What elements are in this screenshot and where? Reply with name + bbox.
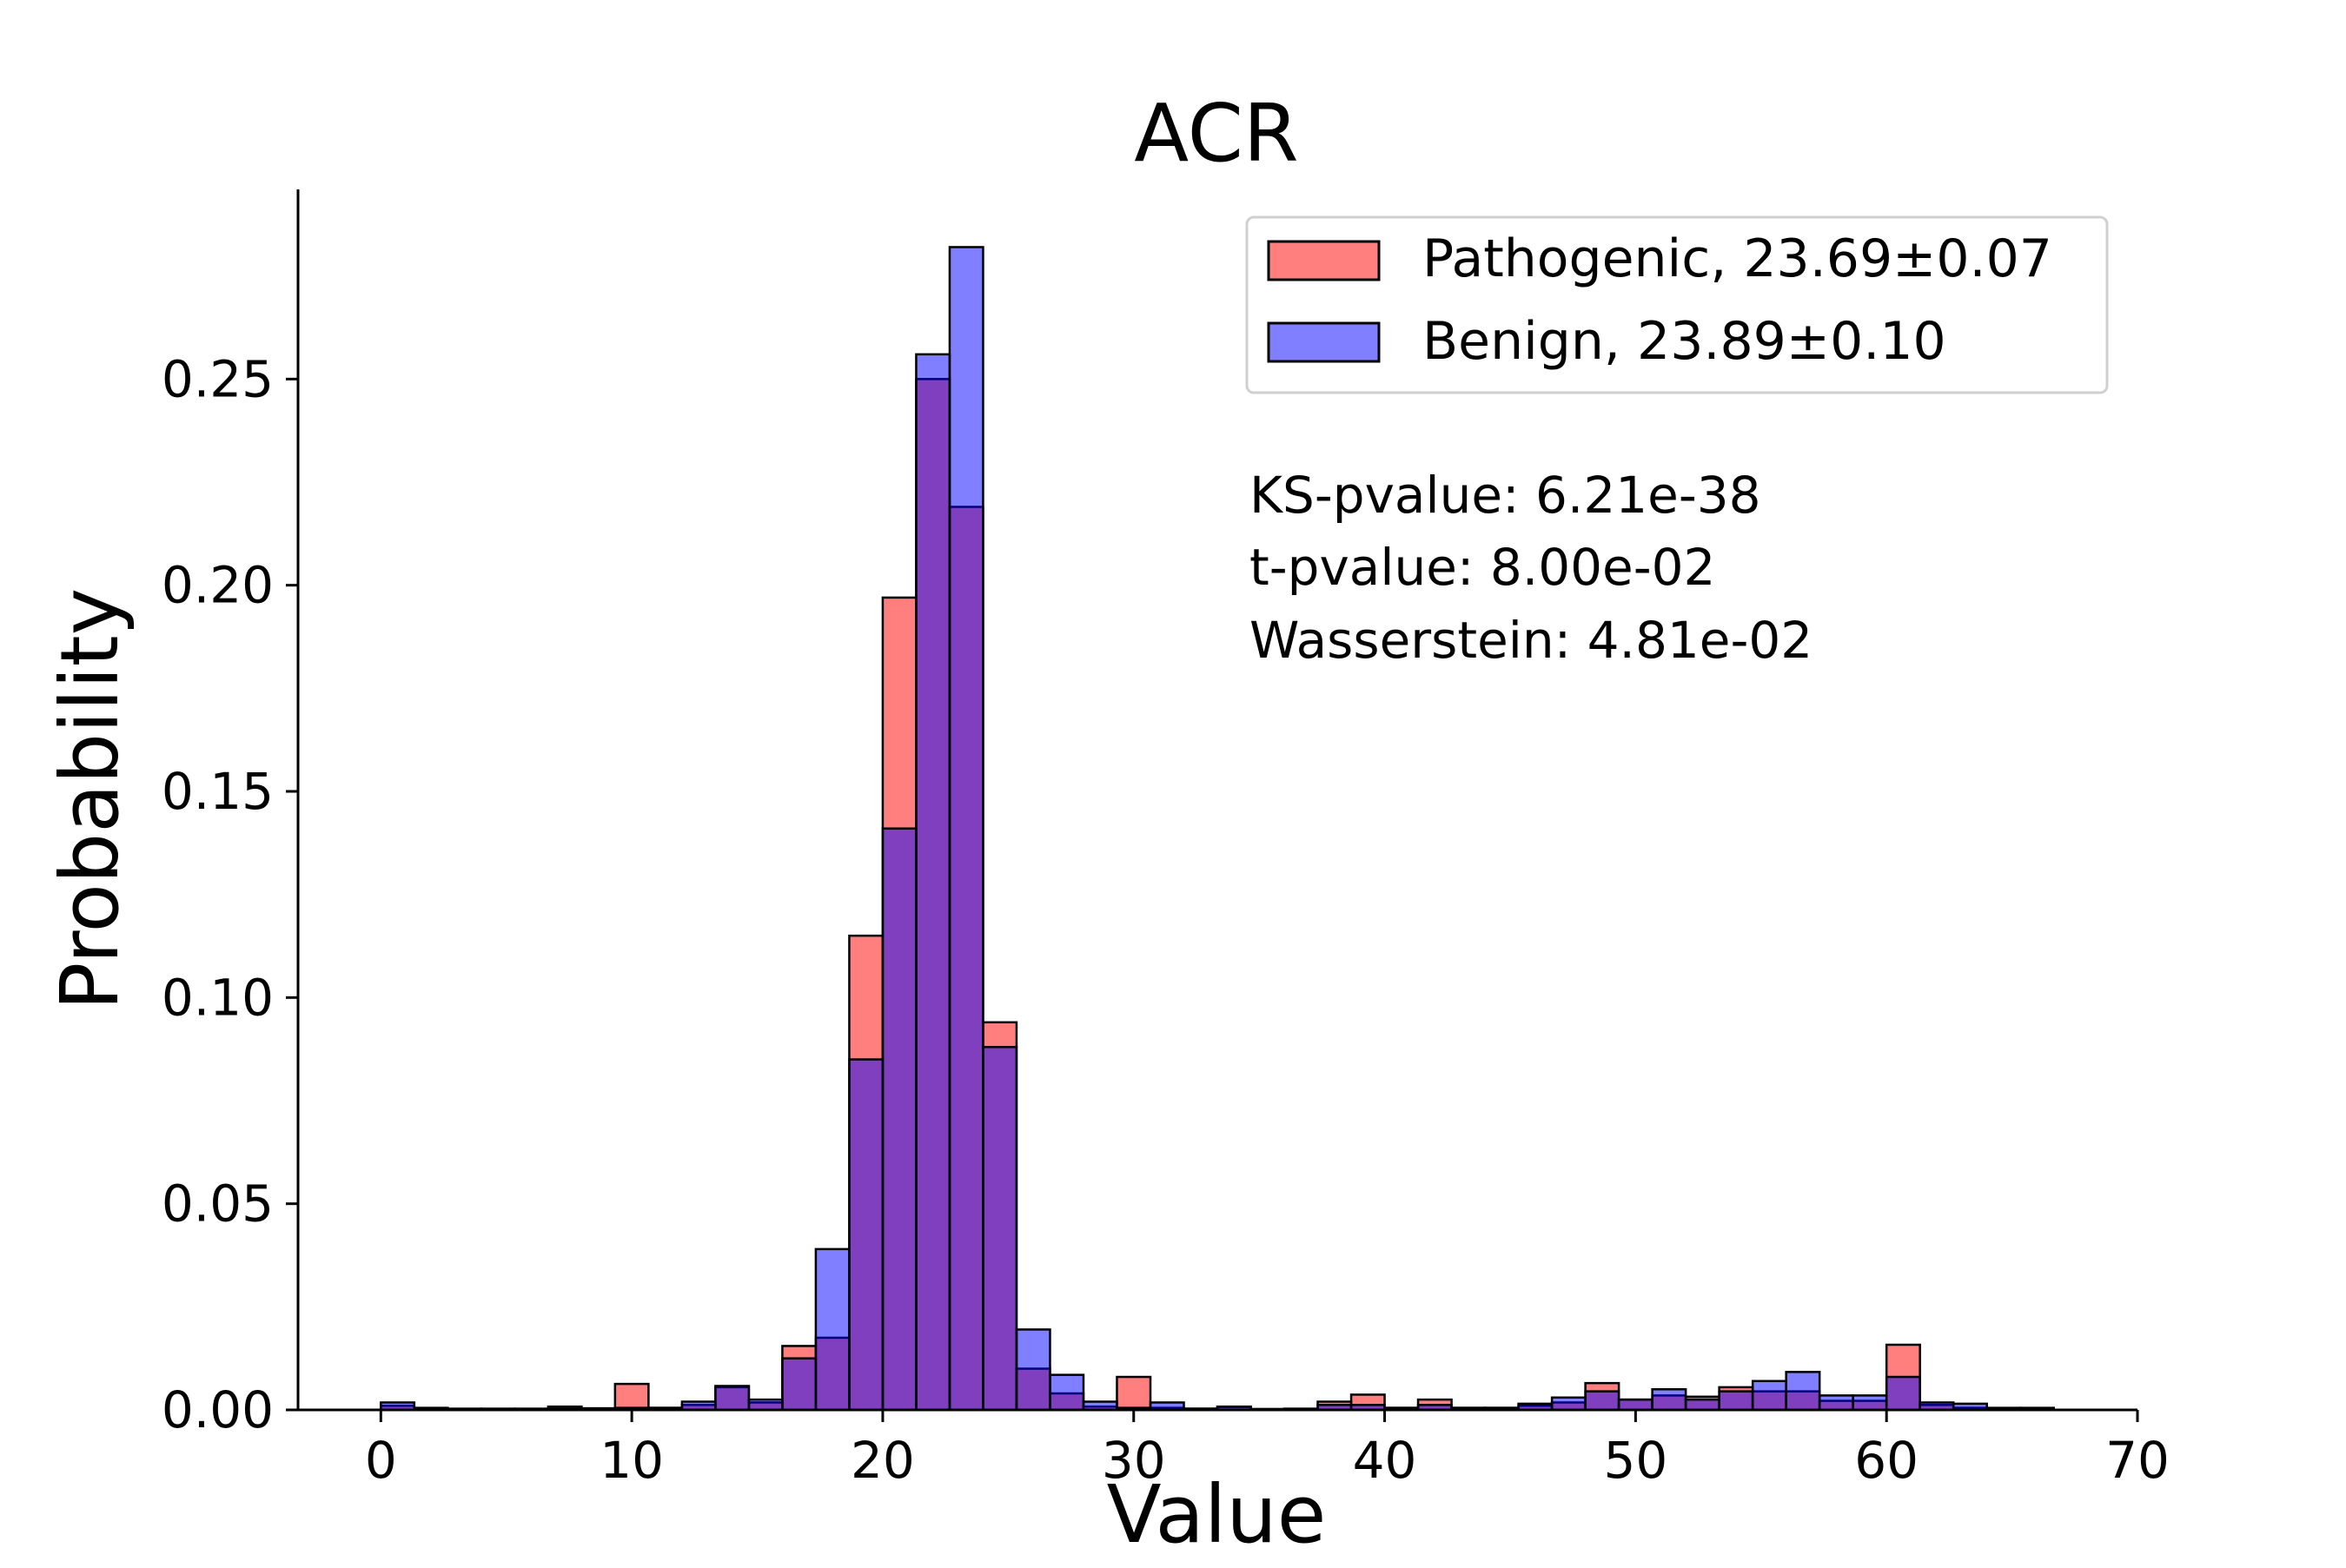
benign-bar	[1786, 1372, 1819, 1410]
x-tick-label: 0	[365, 1431, 397, 1490]
y-tick-label: 0.25	[162, 349, 274, 408]
annotation-wasserstein: Wasserstein: 4.81e-02	[1249, 611, 1813, 670]
benign-bar	[782, 1359, 815, 1410]
benign-bar	[1686, 1399, 1719, 1410]
pathogenic-bar	[1117, 1377, 1150, 1410]
y-tick-label: 0.00	[162, 1380, 274, 1439]
benign-bar	[1552, 1398, 1585, 1410]
benign-bar	[1853, 1395, 1886, 1410]
benign-bar	[715, 1386, 749, 1410]
benign-bar	[1017, 1329, 1050, 1410]
y-tick-label: 0.05	[162, 1174, 274, 1234]
y-tick-label: 0.20	[162, 556, 274, 615]
pathogenic-bar	[615, 1384, 649, 1410]
benign-bar	[1050, 1375, 1083, 1410]
x-tick-label: 20	[851, 1431, 915, 1490]
y-tick-label: 0.15	[162, 762, 274, 821]
annotation-ks-pvalue: KS-pvalue: 6.21e-38	[1249, 466, 1761, 525]
benign-bar	[1819, 1395, 1853, 1410]
y-tick-label: 0.10	[162, 968, 274, 1027]
x-tick-label: 70	[2105, 1431, 2170, 1490]
annotation-t-pvalue: t-pvalue: 8.00e-02	[1249, 538, 1715, 597]
benign-bar	[1886, 1377, 1919, 1410]
x-tick-label: 40	[1353, 1431, 1417, 1490]
legend: Pathogenic, 23.69±0.07 Benign, 23.89±0.1…	[1247, 217, 2107, 393]
y-axis-label: Probability	[43, 588, 136, 1010]
benign-bar	[1619, 1399, 1653, 1410]
x-axis-label: Value	[1107, 1468, 1327, 1561]
benign-bar	[816, 1249, 850, 1410]
benign-bar	[983, 1047, 1016, 1410]
x-tick-label: 60	[1854, 1431, 1919, 1490]
benign-bar	[883, 829, 916, 1410]
x-tick-label: 50	[1603, 1431, 1667, 1490]
benign-bar	[916, 354, 950, 1410]
benign-bar	[1720, 1392, 1753, 1410]
legend-swatch-pathogenic	[1269, 241, 1379, 280]
benign-bar	[1586, 1392, 1619, 1410]
benign-bar	[849, 1060, 882, 1410]
benign-bar	[749, 1399, 782, 1410]
legend-swatch-benign	[1269, 323, 1379, 361]
benign-bar	[1753, 1381, 1786, 1410]
legend-label-pathogenic: Pathogenic, 23.69±0.07	[1422, 228, 2052, 289]
x-tick-label: 10	[600, 1431, 664, 1490]
benign-bar	[950, 247, 983, 1410]
benign-bar	[1653, 1389, 1686, 1410]
chart-title: ACR	[1134, 87, 1298, 180]
legend-label-benign: Benign, 23.89±0.10	[1422, 311, 1946, 372]
